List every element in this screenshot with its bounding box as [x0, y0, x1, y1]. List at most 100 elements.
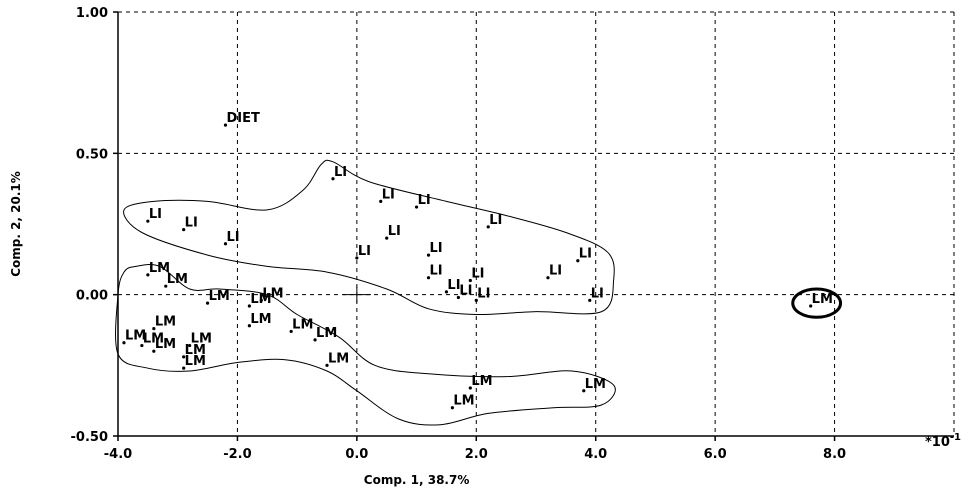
point-label-lm: LM: [471, 374, 492, 389]
point-marker-li: [444, 290, 449, 294]
point-label-li: LI: [226, 230, 239, 245]
point-label-lm: LM: [292, 317, 313, 332]
point-marker-li: [414, 205, 419, 209]
point-label-lm: LM: [585, 377, 606, 392]
point-marker-lm: [247, 324, 251, 328]
point-marker-li: [456, 295, 460, 300]
point-label-li: LI: [388, 224, 401, 239]
point-marker-li: [385, 236, 389, 240]
point-marker-li: [379, 199, 383, 203]
x-tick-label: 8.0: [823, 447, 846, 462]
point-marker-diet: [223, 123, 228, 127]
point-label-li: LI: [549, 264, 562, 279]
point-marker-li: [182, 228, 186, 232]
x-axis-title: Comp. 1, 38.7%: [364, 473, 470, 487]
point-label-li: LI: [430, 264, 443, 279]
point-label-li: LI: [459, 283, 472, 298]
point-marker-lm: [164, 284, 168, 288]
group-ellipse-lm-outlier: [791, 287, 843, 319]
point-marker-li: [426, 276, 431, 280]
point-label-li: LI: [477, 286, 490, 301]
point-label-lm: LM: [262, 286, 283, 301]
point-marker-lm: [809, 304, 813, 308]
plot-frame-layer: [117, 11, 955, 437]
point-marker-lm: [152, 349, 156, 353]
y-tick-label: -0.50: [71, 430, 108, 445]
point-label-li: LI: [358, 244, 371, 259]
point-label-lm: LM: [328, 351, 349, 366]
point-label-li: LI: [579, 247, 592, 262]
point-label-lm: LM: [316, 326, 337, 341]
y-axis-title: Comp. 2, 20.1%: [9, 171, 23, 277]
group-hull-layer: [115, 159, 843, 426]
point-marker-lm: [313, 338, 317, 342]
point-label-li: LI: [489, 213, 502, 228]
point-label-li: LI: [185, 216, 198, 231]
point-label-li: LI: [382, 187, 395, 202]
point-marker-lm: [325, 363, 329, 367]
y-tick-label: 0.00: [76, 289, 108, 304]
point-marker-li: [426, 253, 431, 257]
point-marker-li: [588, 298, 592, 302]
point-marker-lm: [247, 304, 251, 308]
point-label-diet: DIET: [226, 111, 260, 126]
point-marker-lm: [182, 355, 186, 359]
point-label-lm: LM: [185, 343, 206, 358]
x-tick-label: 2.0: [465, 447, 488, 462]
point-label-li: LI: [591, 286, 604, 301]
point-label-li: LI: [447, 278, 460, 293]
point-marker-lm: [289, 329, 293, 334]
point-marker-lm: [259, 298, 263, 302]
point-label-lm: LM: [143, 332, 164, 347]
point-label-lm: LM: [250, 312, 271, 327]
point-marker-li: [331, 177, 335, 181]
point-marker-li: [474, 298, 478, 302]
point-label-lm: LM: [453, 394, 474, 409]
point-label-lm: LM: [185, 354, 206, 369]
point-marker-lm: [582, 389, 586, 393]
point-label-lm: LM: [125, 329, 146, 344]
grid-layer: [118, 12, 954, 436]
tick-label-layer: -4.0 -2.0 0.0 2.0 4.0 6.0 8.0 1.00 0.50 0.00 -0.50: [71, 6, 847, 462]
group-hull-lm: [115, 263, 616, 426]
point-marker-lm: [188, 343, 192, 348]
point-marker-li: [576, 259, 580, 263]
x-axis-scale-exponent: -1: [950, 432, 961, 443]
point-marker-lm: [205, 301, 210, 305]
x-axis-scale-note: *10-1: [925, 432, 961, 450]
point-label-lm: LM: [167, 272, 188, 287]
point-marker-lm: [152, 326, 156, 331]
point-marker-li: [223, 242, 228, 246]
point-marker-li: [146, 219, 150, 223]
point-marker-lm: [140, 343, 144, 348]
point-label-li: LI: [430, 241, 443, 256]
point-label-li: LI: [471, 267, 484, 282]
x-tick-label: 6.0: [704, 447, 727, 462]
y-tick-label: 1.00: [76, 6, 108, 21]
point-label-lm: LM: [155, 337, 176, 352]
point-marker-lm: [450, 406, 454, 410]
point-label-lm: LM: [155, 315, 176, 330]
point-marker-lm: [122, 341, 126, 345]
point-label-li: LI: [149, 207, 162, 222]
point-label-lm: LM: [209, 289, 230, 304]
x-tick-label: 4.0: [584, 447, 607, 462]
point-marker-li: [486, 225, 490, 229]
point-label-lm: LM: [191, 332, 212, 347]
x-tick-label: -2.0: [223, 447, 251, 462]
y-tick-label: 0.50: [76, 147, 108, 162]
group-hull-li: [123, 159, 615, 316]
point-label-lm: LM: [812, 292, 833, 307]
point-label-lm: LM: [149, 261, 170, 276]
point-marker-li: [468, 278, 472, 283]
point-marker-li: [355, 256, 359, 260]
point-marker-lm: [468, 386, 472, 390]
point-marker-lm: [146, 273, 150, 277]
point-marker-lm: [182, 366, 186, 370]
x-tick-label: -4.0: [104, 447, 132, 462]
point-marker-li: [546, 276, 550, 280]
point-label-li: LI: [334, 165, 347, 180]
